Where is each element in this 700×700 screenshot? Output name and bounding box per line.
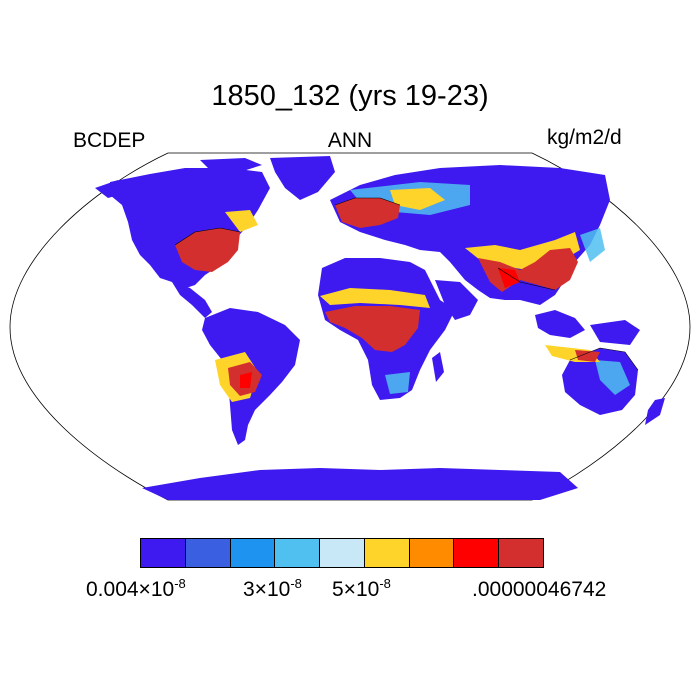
colorbar-swatch-5 [364,538,410,568]
variable-name-label: BCDEP [73,129,146,152]
colorbar-label-3e-8: 3×10-8 [243,576,302,601]
land-high [175,198,600,396]
coastlines [174,197,639,371]
units-label: kg/m2/d [547,126,622,149]
colorbar-swatch-2 [230,538,276,568]
colorbar-swatch-4 [320,538,365,568]
season-label: ANN [327,129,373,152]
colorbar-swatch-8 [499,538,545,568]
colorbar-swatch-3 [275,538,321,568]
colorbar-swatch-7 [454,538,500,568]
colorbar-swatch-6 [409,538,455,568]
colorbar [140,538,545,568]
land-peak [240,268,520,388]
map-title: 1850_132 (yrs 19-23) [211,80,489,112]
colorbar-swatch-0 [140,538,186,568]
colorbar-label-max: .00000046742 [472,578,607,601]
colorbar-label-5e-8: 5×10-8 [332,576,391,601]
colorbar-swatch-1 [185,538,231,568]
colorbar-label-min: 0.004×10-8 [86,576,186,601]
